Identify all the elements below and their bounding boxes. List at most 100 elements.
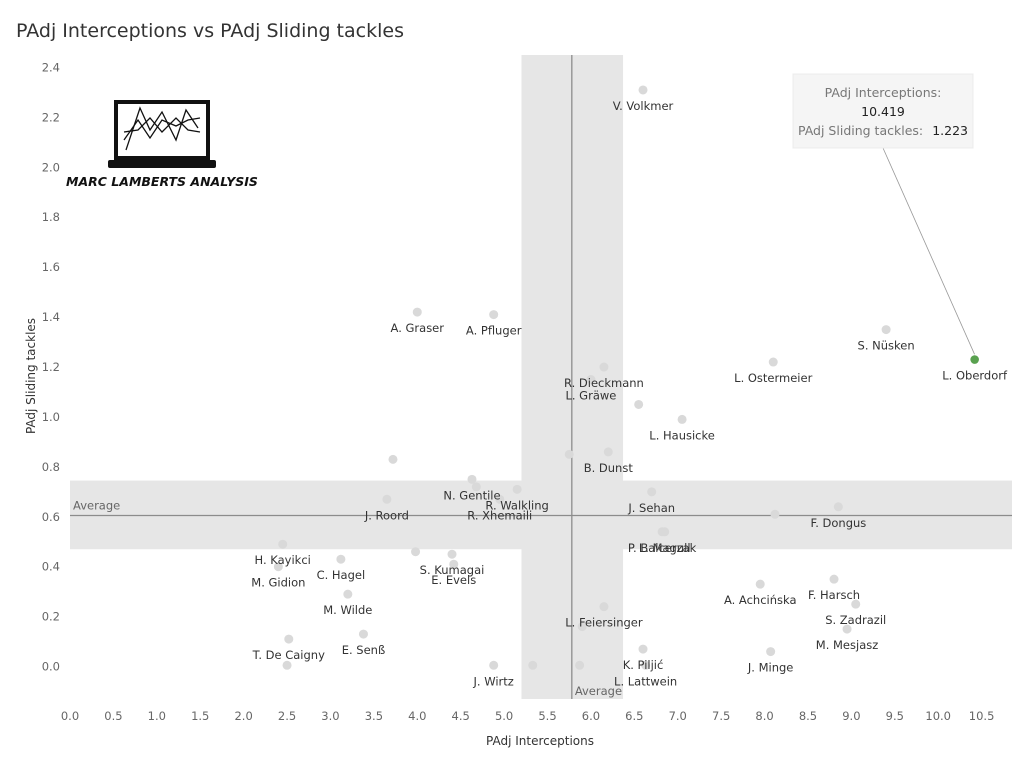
tooltip-value-interceptions: 10.419 [861, 104, 905, 119]
data-point [447, 549, 457, 559]
data-point [412, 307, 422, 317]
point-label: T. De Caigny [252, 648, 325, 662]
x-tick-label: 3.0 [321, 709, 339, 723]
data-point [382, 494, 392, 504]
data-point [564, 449, 574, 459]
y-tick-label: 0.4 [42, 560, 60, 574]
x-tick-label: 7.0 [669, 709, 687, 723]
x-tick-label: 8.0 [755, 709, 773, 723]
point-label: S. Nüsken [858, 339, 915, 353]
data-point [657, 527, 667, 537]
data-point [284, 634, 294, 644]
point-label: A. Graser [391, 321, 445, 335]
point-labels: V. Volkmer A. Graser A. Pfluger S. Nüsken L.… [251, 99, 1008, 688]
x-tick-label: 3.5 [365, 709, 383, 723]
point-label: J. Roord [364, 508, 409, 522]
data-point [768, 357, 778, 367]
y-axis-label: PAdj Sliding tackles [24, 318, 38, 434]
tooltip-sliding-line: PAdj Sliding tackles: 1.223 [798, 120, 968, 139]
data-point [282, 660, 292, 670]
data-point [471, 482, 481, 492]
logo-text: MARC LAMBERTS ANALYSIS [66, 174, 258, 189]
point-label: A. Achcińska [724, 593, 797, 607]
point-label: E. Senß [342, 643, 385, 657]
point-label: L. Ostermeier [734, 371, 812, 385]
y-tick-label: 0.6 [42, 510, 60, 524]
point-label: E. Evels [431, 573, 476, 587]
y-tick-label: 1.6 [42, 260, 60, 274]
point-label: R. Xhemaili [467, 508, 532, 522]
x-tick-label: 1.0 [148, 709, 166, 723]
data-point [278, 539, 288, 549]
tooltip: PAdj Interceptions: 10.419 PAdj Sliding … [792, 73, 974, 149]
y-tick-label: 0.2 [42, 610, 60, 624]
data-point [770, 509, 780, 519]
data-point [599, 362, 609, 372]
point-label: F. Harsch [808, 588, 860, 602]
data-point [647, 487, 657, 497]
point-label: L. Feiersinger [565, 616, 643, 630]
data-points [273, 85, 980, 670]
y-tick-label: 0.8 [42, 460, 60, 474]
x-tick-label: 9.5 [886, 709, 904, 723]
x-tick-label: 4.0 [408, 709, 426, 723]
x-average-label: Average [575, 684, 622, 698]
data-point [603, 447, 613, 457]
y-tick-label: 2.2 [42, 110, 60, 124]
data-point [528, 660, 538, 670]
x-tick-label: 2.0 [234, 709, 252, 723]
point-label: M. Mesjasz [816, 638, 879, 652]
x-tick-label: 1.5 [191, 709, 209, 723]
tooltip-label-sliding: PAdj Sliding tackles: [798, 123, 923, 138]
x-axis-label: PAdj Interceptions [486, 734, 594, 748]
data-point [641, 660, 651, 670]
axis-ticks: 0.0 0.5 1.0 1.5 2.0 2.5 3.0 3.5 4.0 4.5 5.0 5.5 6.0 6… [42, 60, 995, 723]
x-tick-label: 5.0 [495, 709, 513, 723]
data-point [411, 547, 421, 557]
x-tick-label: 10.0 [925, 709, 951, 723]
y-tick-label: 1.0 [42, 410, 60, 424]
average-bands [70, 55, 1012, 699]
data-point [575, 660, 585, 670]
data-point [586, 374, 596, 384]
point-label: J. Wirtz [473, 674, 514, 688]
data-point [599, 602, 609, 612]
point-label: S. Kumagai [420, 563, 485, 577]
laptop-icon [108, 100, 216, 168]
point-label: L. Magull [639, 541, 691, 555]
data-point [833, 502, 843, 512]
point-label: V. Volkmer [613, 99, 674, 113]
data-point [969, 354, 980, 365]
point-label: S. Zadrazil [825, 613, 886, 627]
x-tick-label: 4.5 [452, 709, 470, 723]
data-point [449, 559, 459, 569]
x-tick-label: 6.0 [582, 709, 600, 723]
tooltip-leader [882, 147, 976, 355]
y-tick-label: 2.0 [42, 160, 60, 174]
point-label: P. Balcerzak [628, 541, 697, 555]
data-point [336, 554, 346, 564]
point-label: L. Lattwein [614, 674, 677, 688]
point-label: L. Gräwe [565, 388, 616, 402]
data-point [512, 484, 522, 494]
data-point [577, 622, 587, 632]
point-label: M. Gidion [251, 576, 305, 590]
data-point [829, 574, 839, 584]
data-point [881, 325, 891, 335]
data-point [489, 660, 499, 670]
point-label: K. Piljić [623, 658, 664, 672]
point-label: L. Hausicke [649, 428, 715, 442]
x-tick-label: 8.5 [799, 709, 817, 723]
logo: MARC LAMBERTS ANALYSIS [66, 100, 258, 189]
data-point [766, 647, 776, 657]
point-label: J. Minge [747, 661, 793, 675]
point-label: R. Dieckmann [564, 376, 644, 390]
data-point [358, 629, 368, 639]
data-point [638, 644, 648, 654]
point-label: L. Oberdorf [942, 369, 1008, 383]
x-tick-label: 0.5 [104, 709, 122, 723]
point-label: J. Sehan [627, 501, 675, 515]
data-point [489, 310, 499, 320]
point-label: H. Kayikci [255, 553, 311, 567]
